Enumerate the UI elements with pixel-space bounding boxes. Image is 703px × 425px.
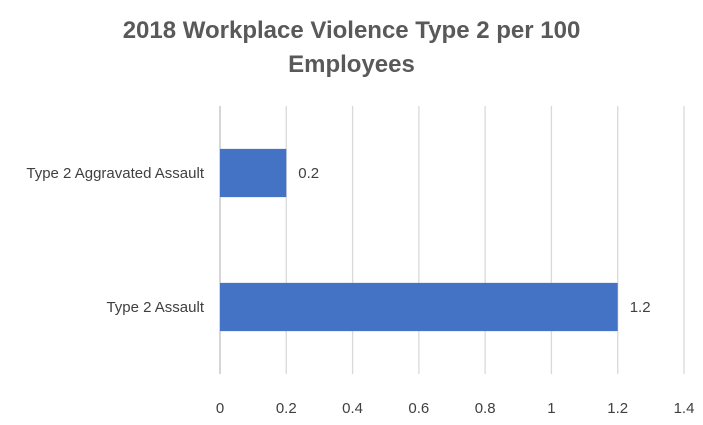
x-tick-label: 0.8 bbox=[475, 400, 496, 417]
x-tick-label: 0.2 bbox=[276, 400, 297, 417]
data-label: 0.2 bbox=[298, 165, 319, 182]
chart-title: 2018 Workplace Violence Type 2 per 100 E… bbox=[0, 14, 703, 82]
x-tick-label: 0 bbox=[216, 400, 224, 417]
x-tick-label: 1.4 bbox=[674, 400, 695, 417]
category-label: Type 2 Aggravated Assault bbox=[26, 165, 204, 182]
bar bbox=[220, 282, 618, 332]
x-tick-label: 1 bbox=[547, 400, 555, 417]
chart-title-line-2: Employees bbox=[288, 51, 415, 78]
x-tick-label: 0.4 bbox=[342, 400, 363, 417]
data-label: 1.2 bbox=[630, 299, 651, 316]
category-label: Type 2 Assault bbox=[106, 299, 204, 316]
x-tick-label: 0.6 bbox=[408, 400, 429, 417]
x-tick-label: 1.2 bbox=[607, 400, 628, 417]
chart-title-line-1: 2018 Workplace Violence Type 2 per 100 bbox=[122, 17, 581, 44]
bar bbox=[220, 148, 287, 198]
